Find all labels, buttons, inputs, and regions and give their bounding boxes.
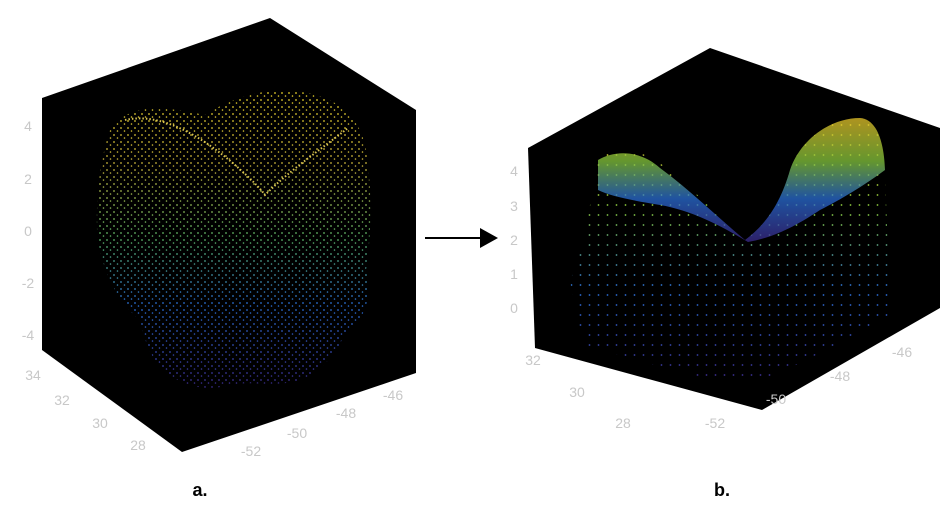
y-tick-label: 32	[525, 352, 541, 368]
panel-caption-b: b.	[714, 480, 730, 500]
x-tick-label: -46	[892, 344, 912, 360]
tooth-ridge-a	[124, 117, 349, 197]
y-tick-label: 28	[615, 415, 631, 431]
transition-arrow	[425, 228, 498, 248]
z-tick-label: 0	[24, 223, 32, 239]
y-tick-label: 30	[92, 415, 108, 431]
y-tick-label: 28	[130, 437, 146, 453]
x-tick-label: -52	[241, 443, 261, 459]
x-tick-label: -52	[705, 415, 725, 431]
y-tick-label: 30	[569, 384, 585, 400]
z-tick-label: 1	[510, 266, 518, 282]
panel-caption-a: a.	[192, 480, 207, 500]
z-tick-label: 2	[24, 171, 32, 187]
z-tick-label: -4	[22, 327, 35, 343]
z-tick-label: 4	[24, 118, 32, 134]
x-tick-label: -50	[766, 391, 786, 407]
z-tick-label: -2	[22, 275, 35, 291]
x-tick-label: -48	[830, 368, 850, 384]
y-tick-label: 34	[25, 367, 41, 383]
z-tick-label: 0	[510, 300, 518, 316]
tooth-point-cloud-a	[96, 90, 371, 388]
panel-a: 4 2 0 -2 -4 34 32 30 28 -52 -50 -48 -46 …	[22, 18, 416, 500]
y-tick-label: 32	[54, 392, 70, 408]
z-tick-label: 2	[510, 232, 518, 248]
z-tick-label: 4	[510, 163, 518, 179]
z-tick-label: 3	[510, 198, 518, 214]
tooth-top-surface-b	[598, 118, 885, 242]
x-tick-label: -46	[383, 387, 403, 403]
x-tick-label: -48	[336, 405, 356, 421]
panel-b: 4 3 2 1 0 32 30 28 -52 -50 -48 -46 b.	[510, 48, 940, 500]
x-tick-label: -50	[287, 425, 307, 441]
